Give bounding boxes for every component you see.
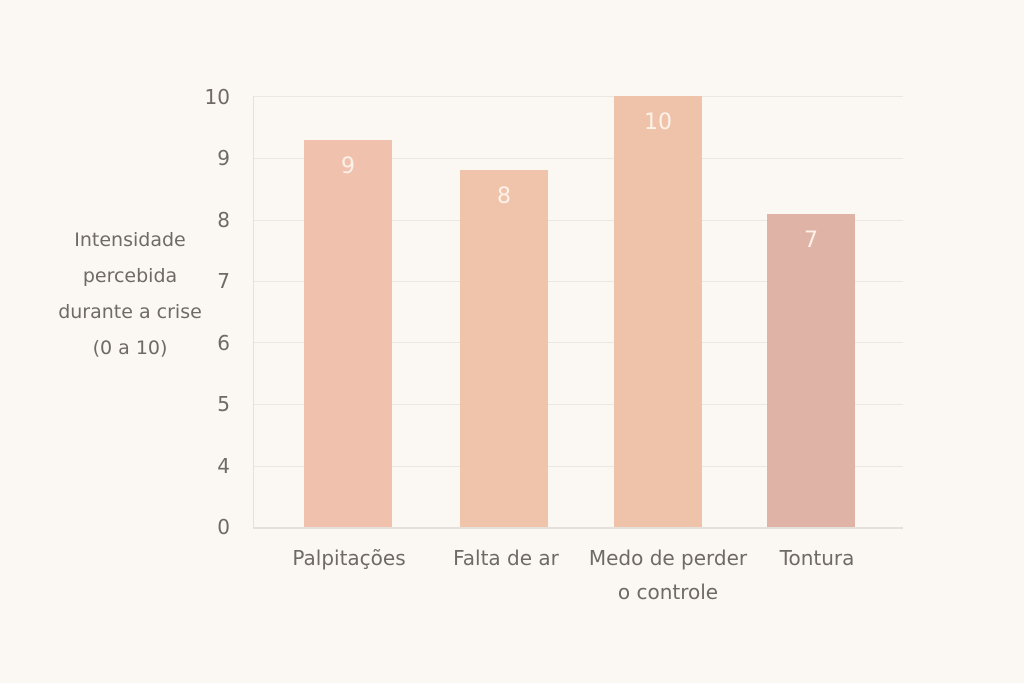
x-tick-label: Palpitações — [292, 541, 405, 575]
x-tick-label-line: Falta de ar — [453, 546, 559, 570]
bar-tontura: 7 — [767, 214, 855, 527]
y-tick-label: 6 — [217, 331, 230, 355]
gridline — [253, 404, 903, 405]
bar-value-label: 9 — [341, 154, 355, 179]
x-tick-label: Falta de ar — [453, 541, 559, 575]
gridline — [253, 466, 903, 467]
y-tick-label: 9 — [217, 146, 230, 170]
y-axis-label: Intensidade percebida durante a crise (0… — [40, 222, 220, 366]
bar-value-label: 10 — [644, 110, 672, 135]
bar-value-label: 7 — [804, 228, 818, 253]
bar-medo-de-perder-o-controle: 10 — [614, 96, 702, 527]
y-tick-label: 5 — [217, 392, 230, 416]
gridline — [253, 158, 903, 159]
y-tick-label: 8 — [217, 208, 230, 232]
y-axis-label-line: (0 a 10) — [92, 337, 168, 359]
y-tick-label: 7 — [217, 269, 230, 293]
x-tick-label-line: Tontura — [779, 546, 855, 570]
bar-value-label: 8 — [497, 184, 511, 209]
gridline — [253, 342, 903, 343]
y-tick-label: 10 — [204, 85, 230, 109]
y-axis-line — [253, 96, 254, 527]
x-tick-label: Tontura — [780, 541, 855, 575]
y-tick-label: 0 — [217, 515, 230, 539]
x-axis-line — [253, 527, 903, 529]
bar-falta-de-ar: 8 — [460, 170, 548, 527]
gridline — [253, 220, 903, 221]
bar-palpitacoes: 9 — [304, 140, 392, 527]
x-tick-label-line: Palpitações — [292, 546, 406, 570]
x-tick-label-line: o controle — [617, 580, 719, 604]
y-axis-label-line: percebida — [82, 265, 178, 287]
gridline — [253, 281, 903, 282]
y-axis-label-line: Intensidade — [74, 229, 186, 251]
x-tick-label-line: Medo de perder — [588, 546, 748, 570]
y-axis-label-line: durante a crise — [58, 301, 202, 323]
y-tick-label: 4 — [217, 454, 230, 478]
x-tick-label: Medo de perder o controle — [589, 541, 747, 609]
gridline — [253, 96, 903, 97]
